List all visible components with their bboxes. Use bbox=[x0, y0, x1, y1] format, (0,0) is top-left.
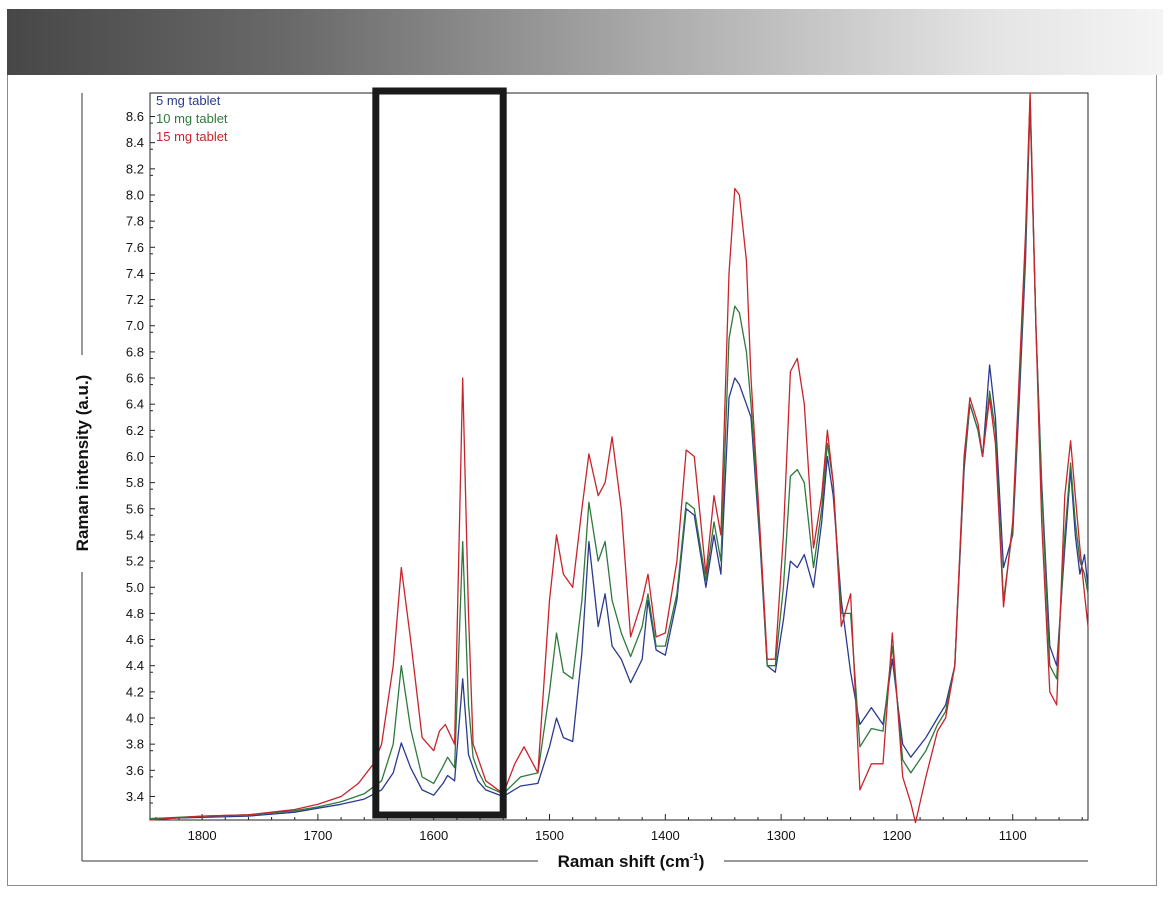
y-tick-label: 6.8 bbox=[126, 344, 144, 359]
y-tick-label: 4.8 bbox=[126, 606, 144, 621]
x-tick-label: 1500 bbox=[535, 828, 564, 843]
x-tick-label: 1100 bbox=[999, 828, 1027, 843]
y-tick-label: 6.0 bbox=[126, 449, 144, 464]
x-tick-label: 1800 bbox=[188, 828, 217, 843]
y-tick-label: 6.6 bbox=[126, 371, 144, 386]
y-tick-label: 6.4 bbox=[126, 397, 144, 412]
highlight-box bbox=[372, 87, 507, 819]
series-line-1 bbox=[149, 102, 1089, 820]
x-tick-label: 1600 bbox=[419, 828, 448, 843]
y-tick-label: 6.2 bbox=[126, 423, 144, 438]
y-tick-label: 5.8 bbox=[126, 475, 144, 490]
legend-entry: 10 mg tablet bbox=[156, 111, 228, 126]
series-layer bbox=[149, 92, 1089, 824]
x-tick-label: 1400 bbox=[651, 828, 680, 843]
y-tick-label: 7.2 bbox=[126, 292, 144, 307]
y-axis-ticks: 3.4 3.6 3.8 4.0 4.2 4.4 4.6 4.8 5.0 5.2 5.4 5.6 5.8 6… bbox=[126, 109, 155, 804]
y-tick-label: 8.6 bbox=[126, 109, 144, 124]
legend: 5 mg tablet 10 mg tablet 15 mg tablet bbox=[156, 93, 228, 144]
y-tick-label: 5.0 bbox=[126, 580, 144, 595]
y-tick-label: 4.4 bbox=[126, 658, 144, 673]
y-tick-label: 3.6 bbox=[126, 763, 144, 778]
y-tick-label: 4.2 bbox=[126, 684, 144, 699]
y-tick-label: 7.8 bbox=[126, 214, 144, 229]
y-tick-label: 7.6 bbox=[126, 240, 144, 255]
legend-entry: 15 mg tablet bbox=[156, 129, 228, 144]
x-axis-title: Raman shift (cm-1) bbox=[558, 852, 705, 871]
y-axis-title: Raman intensity (a.u.) bbox=[73, 375, 92, 552]
y-tick-label: 8.2 bbox=[126, 161, 144, 176]
y-tick-label: 5.6 bbox=[126, 501, 144, 516]
y-tick-label: 5.4 bbox=[126, 527, 144, 542]
y-tick-label: 8.4 bbox=[126, 135, 144, 150]
header-gradient-bar bbox=[7, 9, 1163, 75]
y-tick-label: 8.0 bbox=[126, 187, 144, 202]
x-tick-label: 1200 bbox=[882, 828, 911, 843]
figure-frame bbox=[7, 75, 1157, 886]
y-tick-label: 4.0 bbox=[126, 711, 144, 726]
series-line-3 bbox=[149, 92, 1089, 824]
legend-entry: 5 mg tablet bbox=[156, 93, 221, 108]
y-tick-label: 3.8 bbox=[126, 737, 144, 752]
x-axis-ticks: 1800 1700 1600 1500 1400 1300 1200 1100 bbox=[155, 814, 1083, 843]
y-tick-label: 5.2 bbox=[126, 554, 144, 569]
x-tick-label: 1700 bbox=[303, 828, 332, 843]
y-tick-label: 7.0 bbox=[126, 318, 144, 333]
x-tick-label: 1300 bbox=[767, 828, 796, 843]
y-tick-label: 7.4 bbox=[126, 266, 144, 281]
y-tick-label: 3.4 bbox=[126, 789, 144, 804]
series-line-2 bbox=[149, 96, 1089, 820]
y-tick-label: 4.6 bbox=[126, 632, 144, 647]
